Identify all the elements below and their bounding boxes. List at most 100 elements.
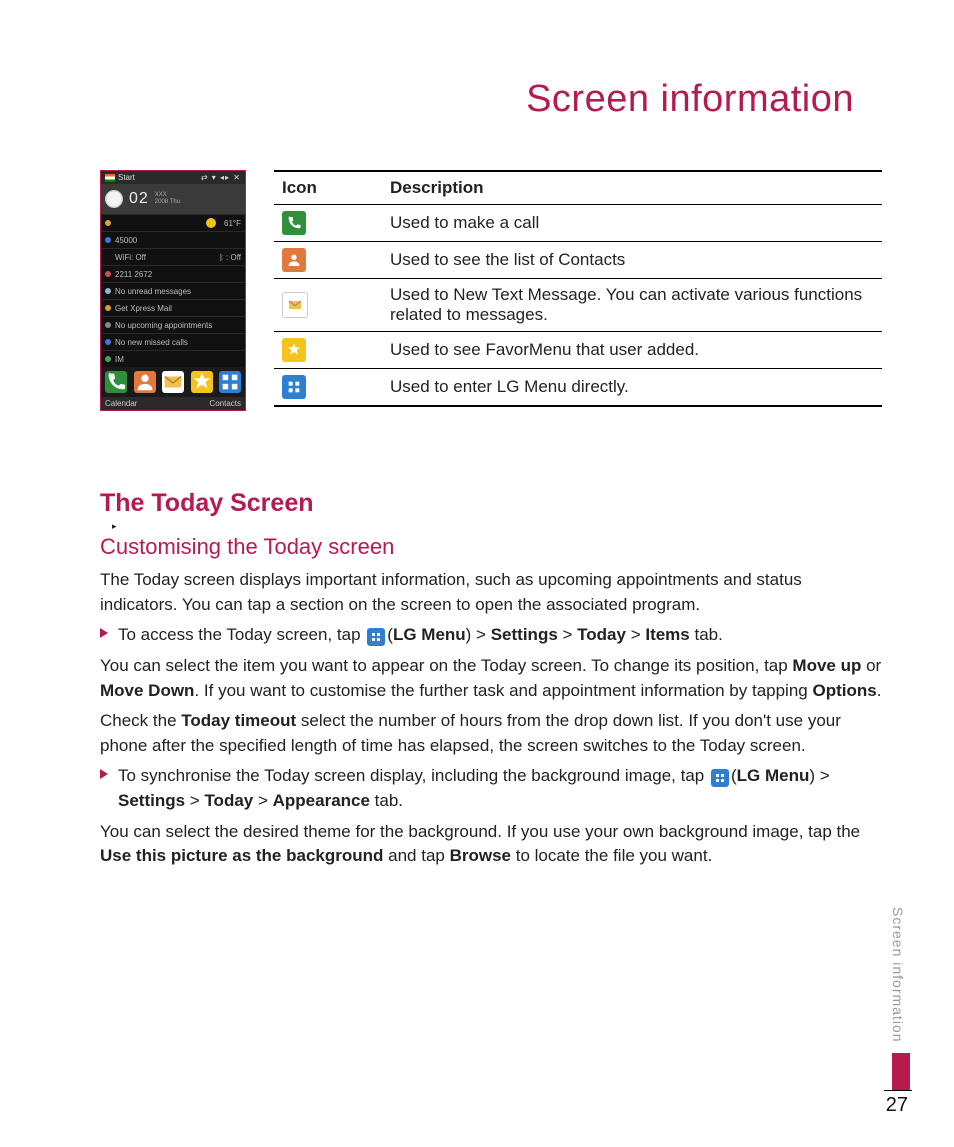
phone-clock-suffix-bot: 2008 Thu	[155, 199, 180, 205]
txt: Settings	[118, 791, 185, 810]
clock-face-icon	[105, 190, 123, 208]
para-moveup: You can select the item you want to appe…	[100, 654, 882, 703]
th-icon: Icon	[274, 171, 382, 205]
icon-cell	[274, 332, 382, 369]
table-row: Used to see FavorMenu that user added.	[274, 332, 882, 369]
page-number-rule	[884, 1090, 912, 1091]
txt: Today	[204, 791, 253, 810]
im-dot-icon	[105, 356, 111, 362]
desc-cell: Used to New Text Message. You can activa…	[382, 279, 882, 332]
txt: Appearance	[273, 791, 370, 810]
th-desc: Description	[382, 171, 882, 205]
phone-icon-tray	[101, 367, 245, 397]
side-tab-bar	[892, 1053, 910, 1091]
call-icon	[282, 211, 306, 235]
phone-xpress: Get Xpress Mail	[115, 304, 172, 313]
dot-icon	[105, 271, 111, 277]
txt: Items	[645, 625, 689, 644]
txt: Use this picture as the background	[100, 846, 383, 865]
icon-cell	[274, 369, 382, 407]
txt: to locate the file you want.	[511, 846, 712, 865]
desc-cell: Used to make a call	[382, 205, 882, 242]
phone-row-2211: 2211 2672	[101, 265, 245, 282]
para-intro: The Today screen displays important info…	[100, 568, 882, 617]
contacts-icon	[282, 248, 306, 272]
txt: You can select the item you want to appe…	[100, 656, 792, 675]
favor-icon	[282, 338, 306, 362]
txt: Today timeout	[181, 711, 296, 730]
tray-favor-icon	[191, 371, 213, 393]
icon-cell	[274, 205, 382, 242]
mail-dot-icon	[105, 305, 111, 311]
txt: or	[861, 656, 881, 675]
txt: To access the Today screen, tap	[118, 625, 365, 644]
dot-icon	[105, 237, 111, 243]
txt: Options	[812, 681, 876, 700]
start-flag-icon	[105, 174, 115, 182]
icon-cell	[274, 279, 382, 332]
phone-appt: No upcoming appointments	[115, 321, 212, 330]
phone-off: Off	[230, 253, 241, 262]
table-row: Used to New Text Message. You can activa…	[274, 279, 882, 332]
txt: LG Menu	[737, 766, 810, 785]
phone-softkeys: Calendar Contacts	[101, 397, 245, 410]
phone-2211: 2211 2672	[115, 270, 152, 279]
desc-cell: Used to see FavorMenu that user added.	[382, 332, 882, 369]
phone-temp: 61°F	[224, 219, 241, 228]
txt: You can select the desired theme for the…	[100, 822, 860, 841]
txt: Today	[577, 625, 626, 644]
icon-cell	[274, 242, 382, 279]
phone-missed: No new missed calls	[115, 338, 188, 347]
txt: .	[877, 681, 882, 700]
phone-mockup: Start ⇄ ▾ ◂▸ ✕ 02 XXX 2008 Thu 61°F	[100, 170, 246, 411]
page-number: 27	[886, 1094, 908, 1117]
txt: >	[185, 791, 204, 810]
phone-softkey-left: Calendar	[105, 399, 137, 408]
txt: >	[626, 625, 645, 644]
txt: tab.	[370, 791, 403, 810]
phone-dot-icon	[105, 339, 111, 345]
phone-row-45000: 45000	[101, 231, 245, 248]
phone-wifi: WiFi: Off	[115, 253, 146, 262]
lock-icon	[105, 220, 111, 226]
phone-clock-digits: 02	[129, 190, 149, 208]
content: Start ⇄ ▾ ◂▸ ✕ 02 XXX 2008 Thu 61°F	[100, 170, 882, 875]
phone-start-label: Start	[118, 173, 135, 182]
desc-cell: Used to see the list of Contacts	[382, 242, 882, 279]
tray-call-icon	[105, 371, 127, 393]
txt: >	[558, 625, 577, 644]
txt: Move up	[792, 656, 861, 675]
lgmenu-icon	[282, 375, 306, 399]
phone-row-missed: No new missed calls	[101, 333, 245, 350]
mail-dot-icon	[105, 288, 111, 294]
txt: . If you want to customise the further t…	[194, 681, 812, 700]
txt: ) >	[466, 625, 491, 644]
txt: tab.	[690, 625, 723, 644]
txt: Check the	[100, 711, 181, 730]
small-arrow-icon: ▸	[100, 522, 882, 530]
bullet-access-text: To access the Today screen, tap (LG Menu…	[118, 623, 882, 648]
bullet-sync-text: To synchronise the Today screen display,…	[118, 764, 882, 813]
lgmenu-inline-icon	[367, 628, 385, 646]
phone-row-appt: No upcoming appointments	[101, 316, 245, 333]
bullet-arrow-icon	[100, 628, 108, 638]
phone-clock: 02 XXX 2008 Thu	[101, 184, 245, 214]
phone-im: IM	[115, 355, 124, 364]
para-theme: You can select the desired theme for the…	[100, 820, 882, 869]
tray-message-icon	[162, 371, 184, 393]
table-row: Used to see the list of Contacts	[274, 242, 882, 279]
txt: >	[253, 791, 272, 810]
tray-contacts-icon	[134, 371, 156, 393]
phone-row-im: IM	[101, 350, 245, 367]
phone-row-xpress: Get Xpress Mail	[101, 299, 245, 316]
top-row: Start ⇄ ▾ ◂▸ ✕ 02 XXX 2008 Thu 61°F	[100, 170, 882, 411]
txt: Move Down	[100, 681, 194, 700]
bt-icon: ᛒ	[219, 253, 224, 262]
icon-table-body: Used to make a callUsed to see the list …	[274, 205, 882, 407]
table-row: Used to enter LG Menu directly.	[274, 369, 882, 407]
txt: ) >	[809, 766, 829, 785]
heading-today: The Today Screen	[100, 489, 882, 518]
txt: and tap	[383, 846, 449, 865]
phone-softkey-right: Contacts	[209, 399, 241, 408]
heading-customising: Customising the Today screen	[100, 534, 882, 560]
